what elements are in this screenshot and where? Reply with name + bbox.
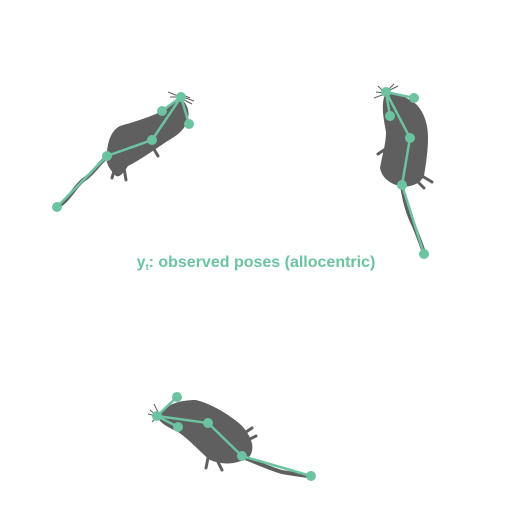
keypoint-tail-tip — [306, 471, 316, 481]
keypoint-tail-tip — [419, 249, 429, 259]
keypoint-tail-tip — [52, 202, 62, 212]
keypoint-right-ear — [173, 422, 183, 432]
mouse-pose-1 — [52, 91, 195, 212]
keypoint-spine — [147, 135, 157, 145]
diagram-caption: yt: observed poses (allocentric) — [0, 254, 512, 272]
mouse-3-silhouette-icon — [147, 400, 313, 478]
caption-text: : observed poses (allocentric) — [148, 254, 376, 271]
mouse-pose-2 — [373, 83, 434, 259]
keypoint-tail-base — [397, 180, 407, 190]
keypoint-nose — [381, 87, 391, 97]
caption-subscript: t — [145, 262, 149, 272]
mouse-1-skeleton — [52, 92, 194, 212]
keypoint-left-ear — [409, 93, 419, 103]
caption-variable: y — [136, 254, 146, 271]
keypoint-left-ear — [172, 392, 182, 402]
mouse-2-skeleton — [381, 87, 429, 259]
keypoint-nose — [176, 92, 186, 102]
mouse-pose-3 — [147, 392, 316, 481]
keypoint-tail-base — [237, 451, 247, 461]
keypoint-left-ear — [157, 106, 167, 116]
mouse-2-silhouette-icon — [373, 83, 434, 255]
keypoint-right-ear — [385, 111, 395, 121]
keypoint-tail-base — [102, 151, 112, 161]
keypoint-right-ear — [184, 119, 194, 129]
mouse-3-skeleton — [152, 392, 316, 481]
keypoint-nose — [152, 411, 162, 421]
keypoint-spine — [405, 133, 415, 143]
keypoint-spine — [203, 418, 213, 428]
